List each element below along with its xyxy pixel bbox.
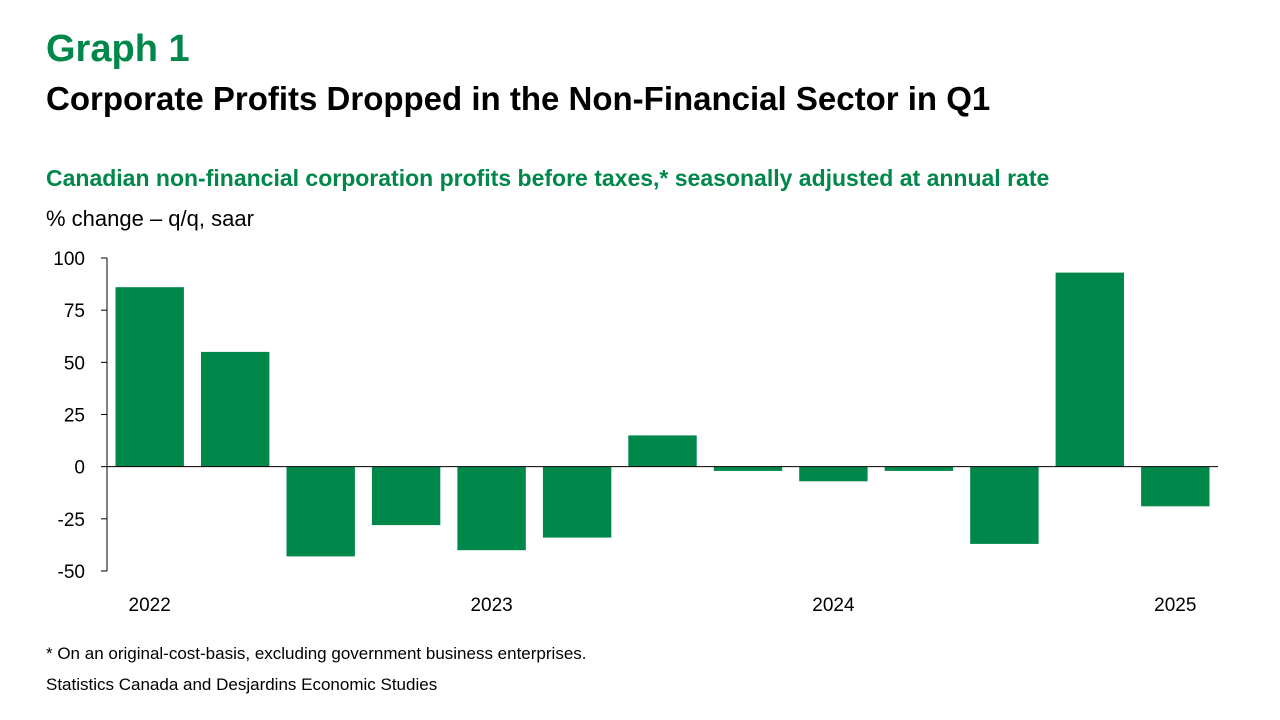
bar-2024-q2 xyxy=(884,466,954,471)
graph-label: Graph 1 xyxy=(46,28,190,70)
x-tick-label: 2023 xyxy=(470,595,512,616)
x-tick-label: 2024 xyxy=(812,595,855,616)
bar-2022-q3 xyxy=(286,466,355,557)
bar-2025-q1 xyxy=(1141,466,1210,507)
y-tick-label: 50 xyxy=(64,353,85,374)
bar-chart: 100 75 50 25 0 -25 -50 2022 2023 2024 2025 xyxy=(53,249,1218,616)
x-tick-label: 2025 xyxy=(1154,595,1196,616)
bar-2024-q4 xyxy=(1055,272,1124,467)
y-tick-label: -50 xyxy=(58,562,85,583)
y-tick-label: 0 xyxy=(74,458,85,479)
y-tick-label: 100 xyxy=(53,249,85,270)
bar-2022-q4 xyxy=(371,466,441,526)
y-axis-unit-label: % change – q/q, saar xyxy=(46,206,254,231)
x-tick-label: 2022 xyxy=(129,595,171,616)
bar-2023-q4 xyxy=(713,466,783,471)
source-note: Statistics Canada and Desjardins Economi… xyxy=(46,675,438,694)
chart-title: Corporate Profits Dropped in the Non-Fin… xyxy=(46,80,991,117)
bar-2023-q2 xyxy=(542,466,612,538)
y-tick-label: 75 xyxy=(64,301,85,322)
bar-2024-q1 xyxy=(799,466,868,482)
bar-2022-q1 xyxy=(115,287,184,467)
bar-2024-q3 xyxy=(970,466,1039,544)
y-tick-label: 25 xyxy=(64,406,85,427)
bar-2022-q2 xyxy=(201,351,270,467)
footnote: * On an original-cost-basis, excluding g… xyxy=(46,644,587,663)
bar-2023-q1 xyxy=(457,466,526,551)
bar-2023-q3 xyxy=(628,435,697,467)
chart-subtitle: Canadian non-financial corporation profi… xyxy=(46,165,1050,191)
y-tick-label: -25 xyxy=(58,510,85,531)
